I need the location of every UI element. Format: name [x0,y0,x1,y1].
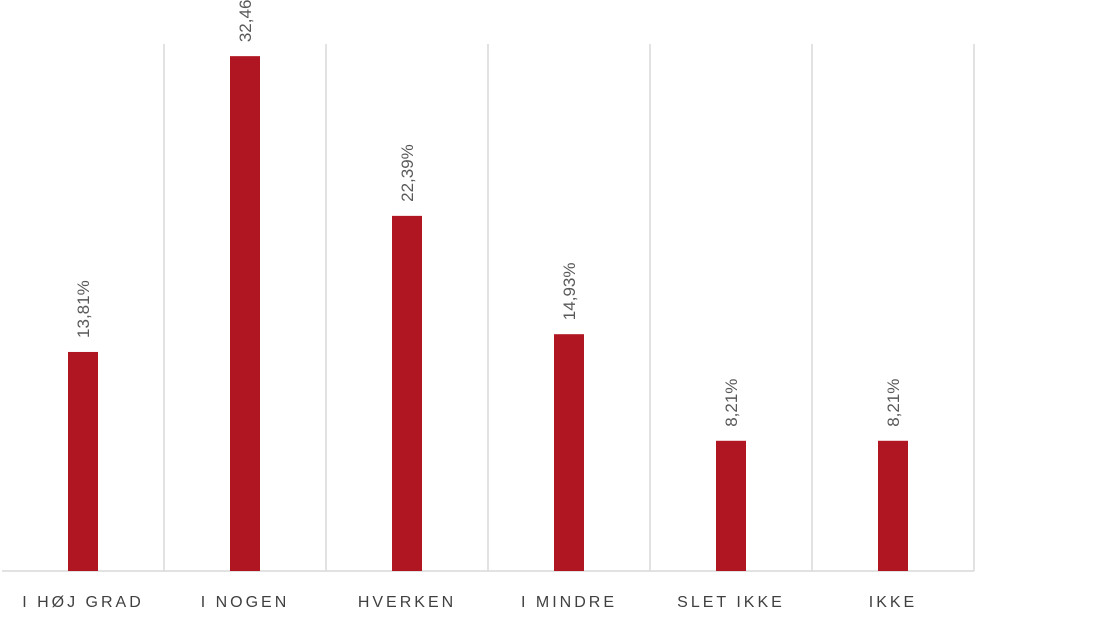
category-axis: I HØJ GRAD I NOGEN HVERKEN I MINDRE SLET IKK… [22,594,917,611]
data-label-5: 8,21% [722,379,741,427]
data-labels: 13,81% 32,46% 22,39% 14,93% 8,21% 8,21% [74,0,903,427]
data-label-3: 22,39% [398,144,417,202]
grid-lines [2,44,975,572]
data-label-1: 13,81% [74,280,93,338]
bar-5 [716,440,746,571]
category-label-2: I NOGEN [201,594,290,611]
category-label-4: I MINDRE [521,594,617,611]
bar-1 [68,351,98,571]
data-label-6: 8,21% [884,379,903,427]
category-label-1: I HØJ GRAD [22,594,144,611]
bar-3 [392,215,422,571]
category-label-3: HVERKEN [358,594,456,611]
bar-2 [230,56,260,572]
data-label-2: 32,46% [236,0,255,42]
category-label-5: SLET IKKE [677,594,785,611]
bar-4 [554,334,584,571]
data-label-4: 14,93% [560,263,579,321]
bars [68,56,908,572]
bar-6 [878,440,908,571]
category-label-6: IKKE [869,594,917,611]
